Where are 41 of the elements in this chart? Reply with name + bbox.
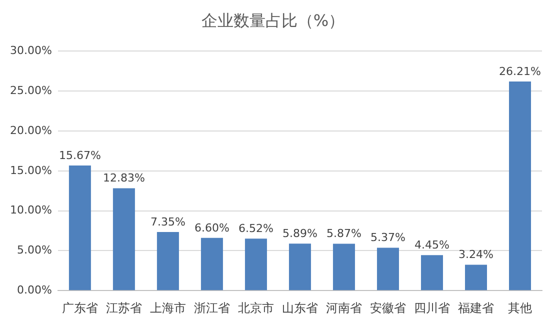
data-label: 5.37% xyxy=(370,231,406,244)
y-tick-label: 0.00% xyxy=(16,283,52,296)
x-tick-label: 江苏省 xyxy=(106,300,142,315)
data-label: 5.89% xyxy=(282,226,318,240)
data-label: 4.45% xyxy=(414,238,450,252)
data-label: 15.67% xyxy=(58,148,101,162)
x-tick-label: 四川省 xyxy=(414,300,450,315)
data-label: 6.52% xyxy=(238,222,274,235)
x-tick-label: 其他 xyxy=(508,300,532,315)
bar xyxy=(288,244,311,290)
y-tick-label: 15.00% xyxy=(10,164,52,177)
x-tick-label: 广东省 xyxy=(62,300,98,315)
x-tick-label: 上海市 xyxy=(150,300,186,315)
y-tick-label: 20.00% xyxy=(10,124,52,137)
bar xyxy=(244,238,267,290)
x-tick-label: 山东省 xyxy=(282,300,318,315)
data-label: 5.87% xyxy=(326,227,362,240)
y-tick-label: 30.00% xyxy=(10,44,52,58)
data-label: 7.35% xyxy=(150,215,186,228)
x-tick-label: 北京市 xyxy=(238,300,274,315)
x-tick-label: 福建省 xyxy=(458,300,494,315)
data-label: 6.60% xyxy=(194,221,230,234)
x-tick-label: 浙江省 xyxy=(194,300,230,315)
data-label: 12.83% xyxy=(102,172,145,185)
bar xyxy=(464,264,487,290)
bar xyxy=(68,166,91,290)
x-tick-label: 安徽省 xyxy=(370,300,406,315)
bar xyxy=(112,188,135,290)
data-label: 3.24% xyxy=(458,248,494,262)
bar xyxy=(200,238,223,290)
y-tick-label: 10.00% xyxy=(10,204,52,217)
x-tick-label: 河南省 xyxy=(326,300,362,315)
bar xyxy=(508,81,531,290)
y-tick-label: 25.00% xyxy=(10,84,52,97)
bar xyxy=(376,248,399,290)
bar xyxy=(156,232,179,290)
chart-title: 企业数量占比（%） xyxy=(201,10,345,30)
bar xyxy=(420,255,443,290)
data-label: 26.21% xyxy=(499,64,541,78)
y-tick-label: 5.00% xyxy=(16,244,52,257)
bar xyxy=(332,244,355,290)
